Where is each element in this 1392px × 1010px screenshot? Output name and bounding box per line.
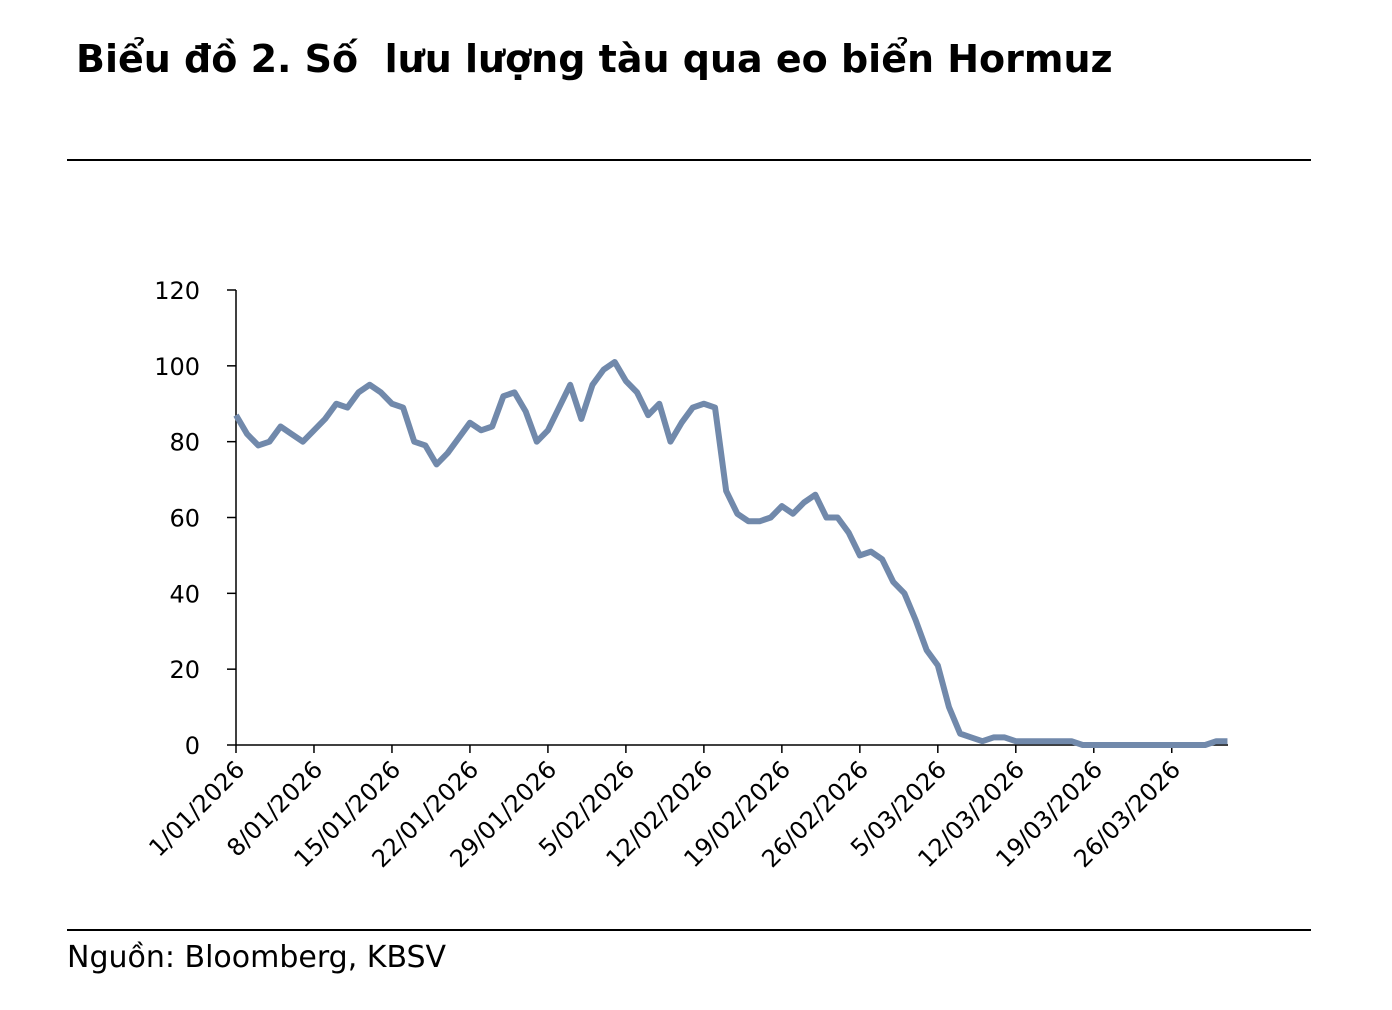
y-tick-label: 100 bbox=[154, 353, 200, 381]
y-tick-label: 20 bbox=[169, 656, 200, 684]
source-note: Nguồn: Bloomberg, KBSV bbox=[67, 940, 447, 975]
y-tick-label: 40 bbox=[169, 580, 200, 608]
y-tick-label: 80 bbox=[169, 429, 200, 457]
y-tick-label: 60 bbox=[169, 505, 200, 533]
y-tick-label: 0 bbox=[185, 732, 200, 760]
chart-title: Biểu đồ 2. Số lưu lượng tàu qua eo biển … bbox=[76, 37, 1113, 81]
line-series bbox=[233, 359, 1228, 748]
y-tick-label: 120 bbox=[154, 277, 200, 305]
